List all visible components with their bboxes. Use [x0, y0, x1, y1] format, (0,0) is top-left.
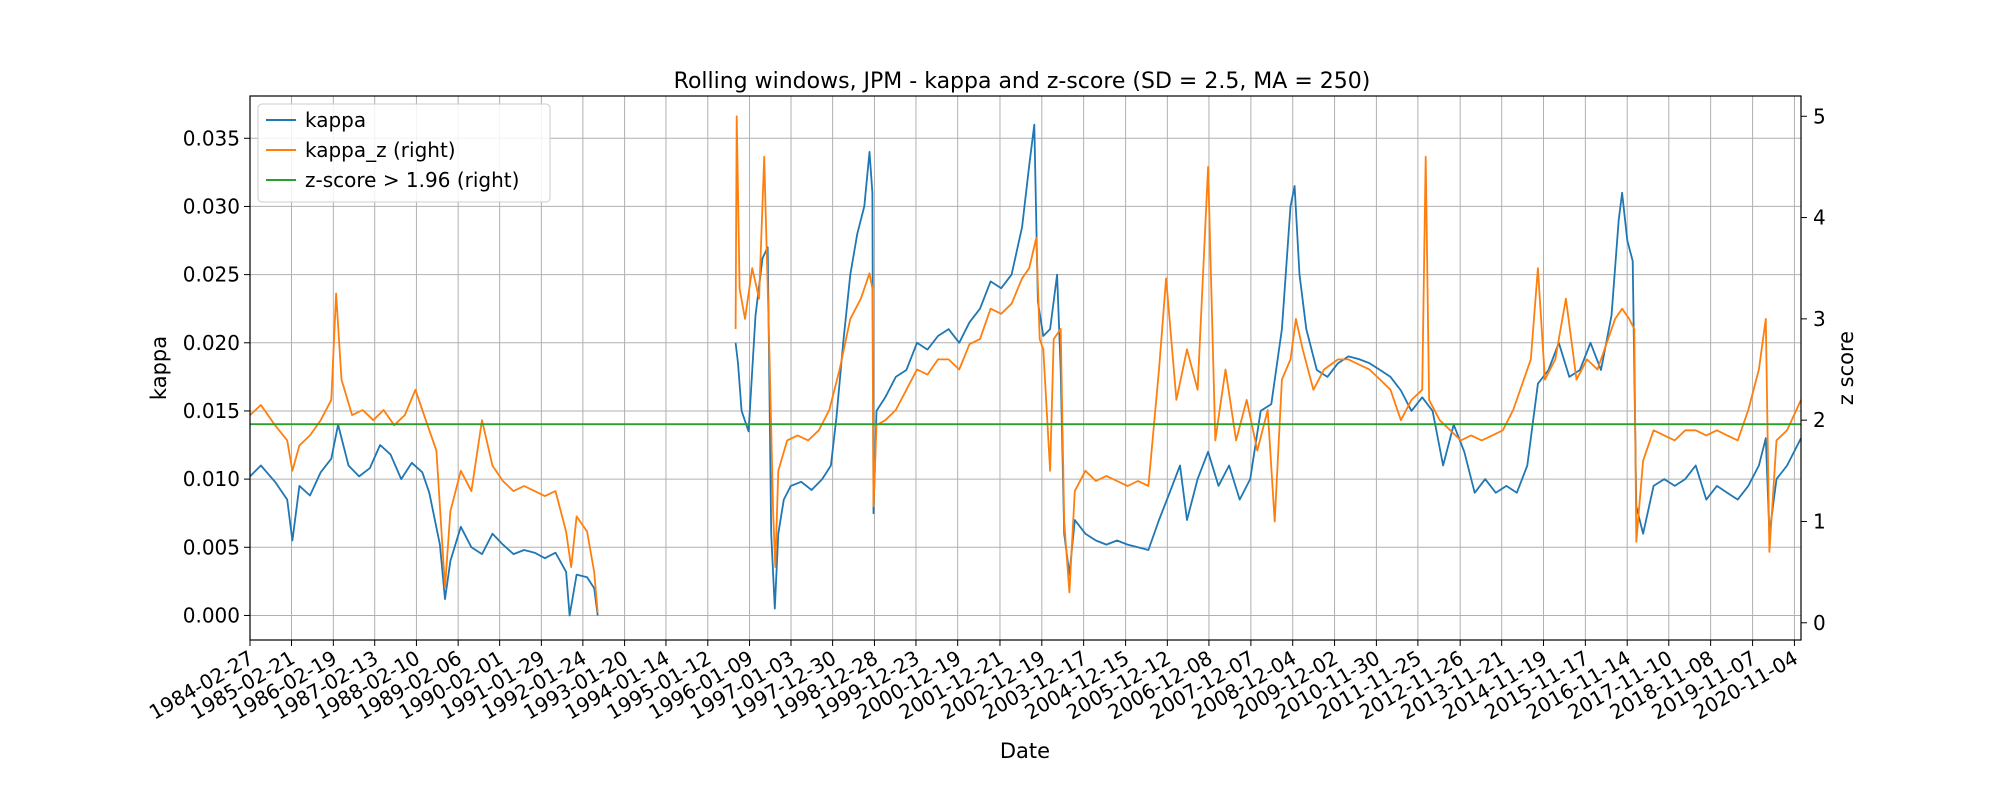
y-tick-label-left: 0.000 [183, 603, 240, 627]
plot-frame [249, 95, 1802, 641]
y-axis-title-right: z score [1834, 331, 1858, 405]
x-axis: 1984-02-271985-02-211986-02-191987-02-13… [145, 640, 1802, 724]
y-tick-label-right: 5 [1813, 104, 1826, 128]
y-tick-label-left: 0.035 [183, 126, 240, 150]
legend-label: kappa_z (right) [305, 138, 456, 162]
legend-label: z-score > 1.96 (right) [305, 168, 519, 192]
y-axis-right: 0 1 2 3 4 5 [1801, 104, 1826, 635]
y-tick-label-right: 0 [1813, 611, 1826, 635]
y-tick-label-left: 0.020 [183, 331, 240, 355]
legend-label: kappa [305, 108, 366, 132]
y-tick-label-left: 0.005 [183, 535, 240, 559]
y-tick-label-right: 3 [1813, 307, 1826, 331]
y-axis-left: 0.000 0.005 0.010 0.015 0.020 0.025 0.030 0.035 [183, 126, 250, 627]
x-axis-title: Date [1000, 739, 1050, 763]
y-axis-title-left: kappa [147, 336, 171, 400]
y-tick-label-left: 0.025 [183, 263, 240, 287]
y-tick-label-right: 4 [1813, 206, 1826, 230]
y-tick-label-left: 0.015 [183, 399, 240, 423]
series-line-kappa-z-right [249, 115, 1802, 613]
series-line-kappa [249, 123, 1802, 617]
y-tick-label-left: 0.010 [183, 467, 240, 491]
y-tick-label-right: 1 [1813, 509, 1826, 533]
y-tick-label-left: 0.030 [183, 194, 240, 218]
legend-box [257, 103, 551, 203]
chart-title: Rolling windows, JPM - kappa and z-score… [674, 69, 1371, 94]
legend: kappa kappa_z (right) z-score > 1.96 (righ… [257, 103, 551, 203]
y-tick-label-right: 2 [1813, 408, 1826, 432]
series-layer [249, 115, 1802, 617]
